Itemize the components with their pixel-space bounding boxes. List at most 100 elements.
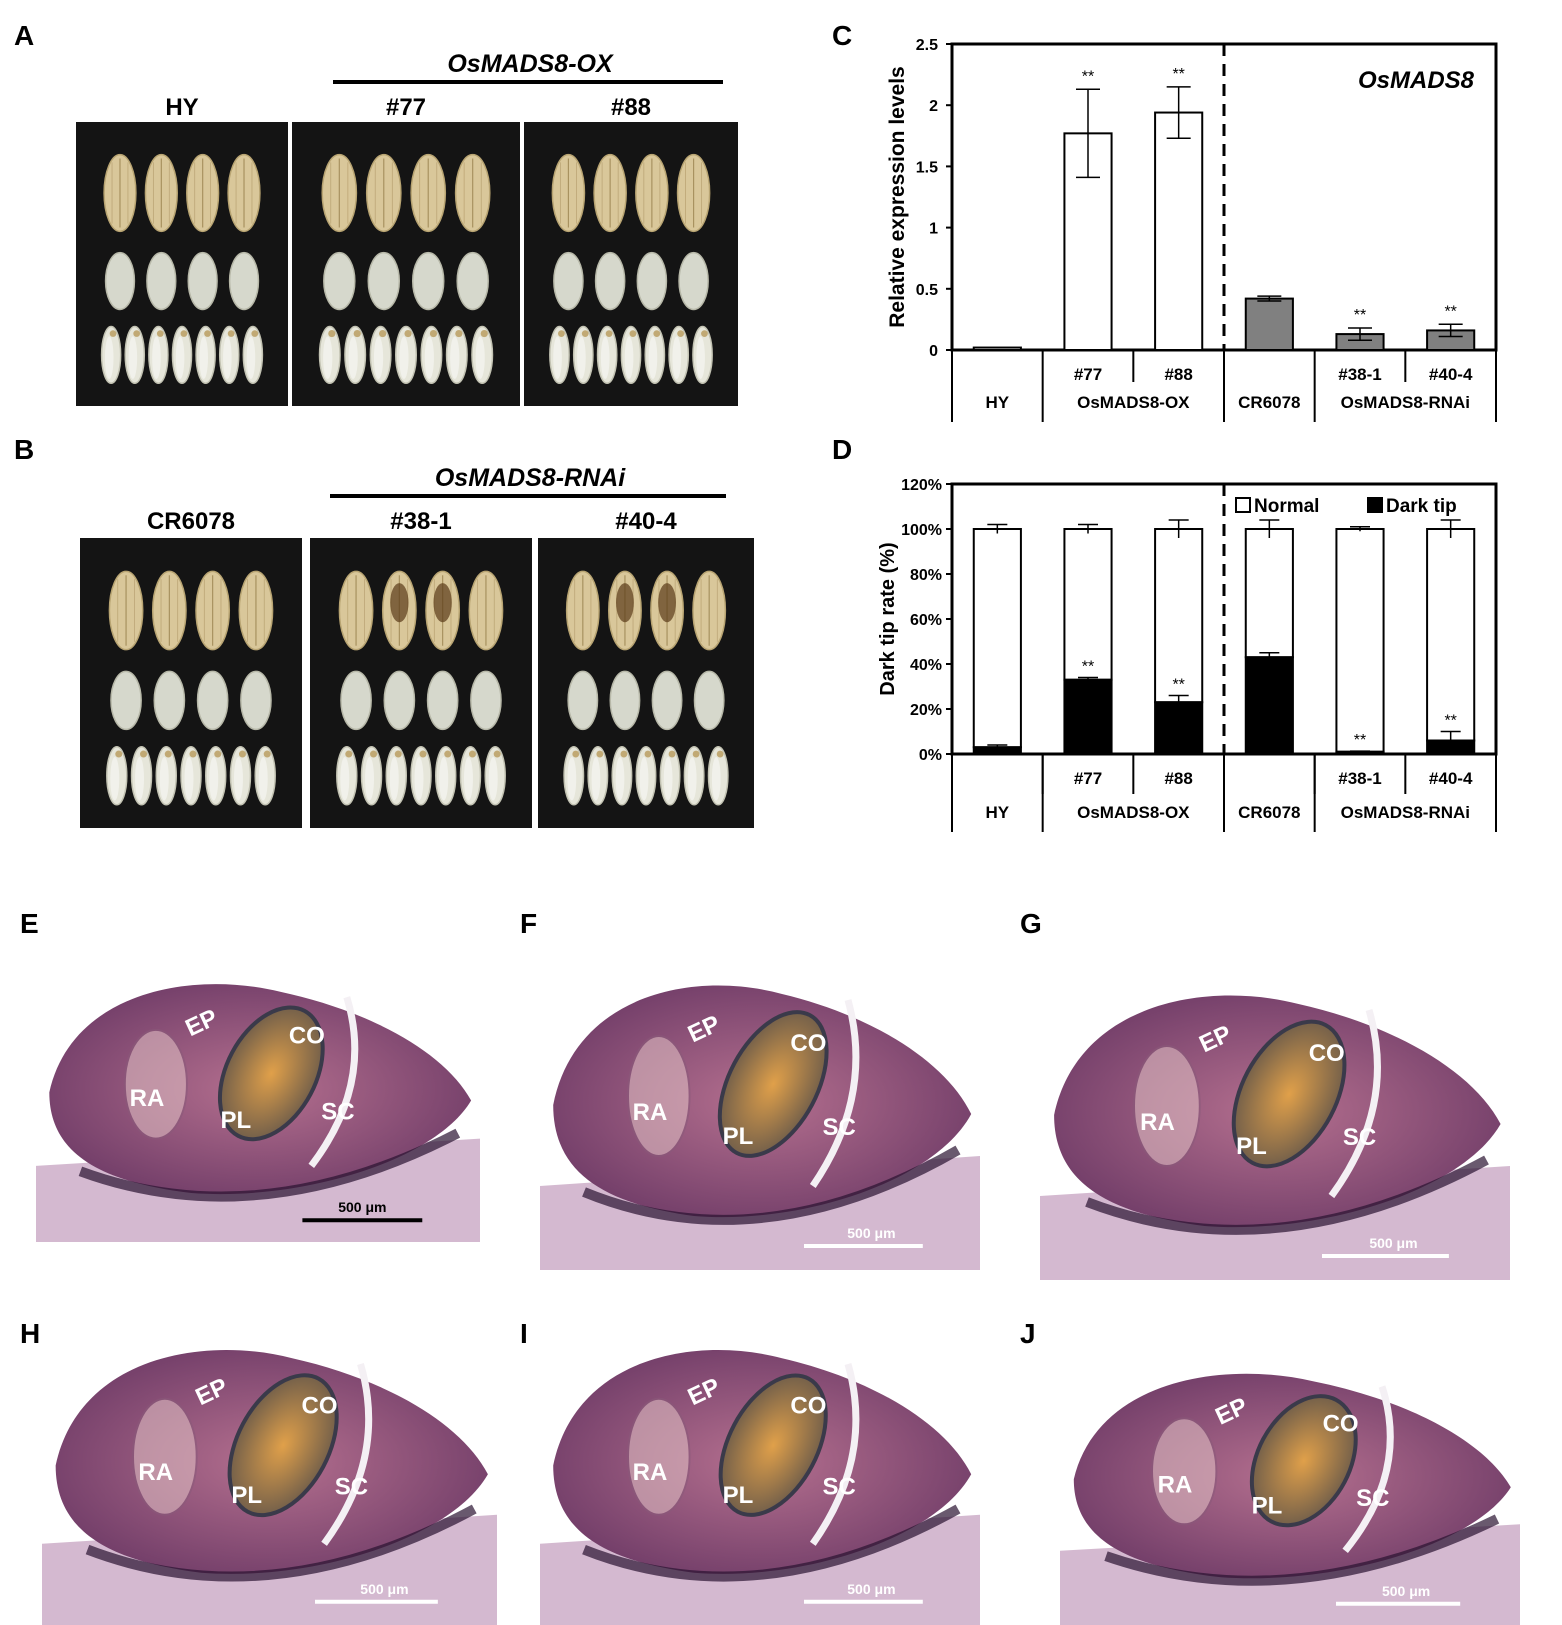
grain-polished [171, 325, 193, 385]
bar [972, 346, 1022, 352]
grain-polished [434, 746, 457, 806]
grain-polished [668, 325, 690, 385]
embryo-section-i: EP CO RA PL SC 500 μm [540, 1335, 980, 1625]
grain-brown [323, 251, 356, 311]
coleoptile [1231, 1019, 1347, 1169]
panel-label-g: G [1020, 908, 1042, 939]
grain-polished [445, 325, 468, 385]
grain-brown [110, 670, 142, 731]
grain-brown [104, 251, 136, 311]
bar-normal [1335, 528, 1385, 753]
tissue-tag-co: CO [790, 1030, 826, 1057]
panel-label-j: J [1020, 1318, 1036, 1349]
dark-tip-stain [658, 583, 676, 623]
grain-brown [470, 670, 502, 731]
tissue-tag-ra: RA [1140, 1109, 1175, 1136]
embryo-section-e: EP CO RA PL SC 500 μm [36, 970, 480, 1242]
grain-brown [693, 670, 725, 731]
tissue-tag-sc: SC [823, 1114, 856, 1141]
radicle [132, 1397, 198, 1516]
y-tick-label: 1.5 [916, 159, 938, 176]
coleoptile [718, 1373, 828, 1517]
grain-photo-cr6078 [80, 538, 302, 828]
tissue-tag-sc: SC [1343, 1124, 1376, 1151]
group-label: CR6078 [1238, 393, 1300, 412]
tissue-tag-sc: SC [1356, 1485, 1389, 1512]
scale-bar-label: 500 μm [847, 1225, 895, 1241]
x-tick-label: #40-4 [1429, 365, 1473, 384]
panel-label-h: H [20, 1318, 41, 1349]
grain-polished [344, 325, 367, 385]
grain-polished [180, 746, 202, 806]
x-tick-label: #88 [1164, 769, 1192, 788]
radicle [627, 1035, 691, 1157]
x-tick-label: #40-4 [1429, 769, 1473, 788]
group-label: OsMADS8-OX [1077, 803, 1190, 822]
grain-polished [659, 746, 681, 806]
legend-swatch-normal [1235, 497, 1251, 513]
y-tick-label: 100% [901, 522, 942, 539]
grain-photo-rnai-40-4 [538, 538, 754, 828]
grain-polished [360, 746, 383, 806]
dark-tip-stain [616, 583, 634, 623]
grain-brown [153, 670, 186, 731]
grain-brown [456, 251, 489, 311]
grain-polished [218, 325, 240, 385]
grain-brown [411, 251, 445, 311]
significance-mark: ** [1444, 303, 1456, 320]
panel-b-group-line [330, 494, 726, 498]
grain-polished [692, 325, 713, 385]
grain-polished [635, 746, 657, 806]
grain-photo-hy [76, 122, 288, 406]
significance-mark: ** [1082, 68, 1094, 85]
y-axis-label: Dark tip rate (%) [877, 542, 899, 695]
tissue-tag-pl: PL [220, 1107, 251, 1134]
grain-polished [394, 325, 418, 385]
grain-polished [611, 746, 633, 806]
grain-photo-ox-77 [292, 122, 520, 406]
panel-b-photo-title-1: CR6078 [146, 508, 236, 535]
scale-bar-label: 500 μm [338, 1199, 386, 1215]
scale-bar-label: 500 μm [1382, 1583, 1430, 1599]
grain-polished [707, 746, 729, 806]
significance-mark: ** [1444, 713, 1456, 730]
bar [1063, 132, 1113, 351]
significance-mark: ** [1354, 307, 1366, 324]
grain-brown [594, 251, 626, 311]
bar-dark-tip [1063, 678, 1113, 755]
grain-polished [242, 325, 264, 385]
grain-brown [187, 251, 218, 311]
y-tick-label: 120% [901, 477, 942, 494]
panel-a-photo-title-3: #88 [610, 94, 652, 121]
chart-title: OsMADS8 [1358, 67, 1475, 94]
grain-polished [563, 746, 585, 806]
tissue-tag-ra: RA [633, 1099, 668, 1126]
embryo-section-f: EP CO RA PL SC 500 μm [540, 970, 980, 1270]
group-label: HY [986, 393, 1010, 412]
grain-polished [572, 325, 594, 385]
y-tick-label: 0% [919, 747, 942, 764]
grain-polished [410, 746, 432, 806]
y-axis-label: Relative expression levels [886, 66, 909, 328]
tissue-tag-co: CO [302, 1392, 338, 1419]
tissue-tag-sc: SC [321, 1099, 354, 1126]
tissue-tag-ra: RA [633, 1459, 668, 1486]
dark-tip-chart: Dark tip rate (%) 0% 20% 40% 60% 80% 100% 120% N… [877, 477, 1498, 832]
grain-brown [636, 251, 668, 311]
bar-dark-tip [1154, 701, 1204, 755]
bar-dark-tip [1426, 739, 1476, 755]
panel-b-group-title: OsMADS8-RNAi [434, 464, 626, 492]
bar-normal [1063, 528, 1113, 681]
bar [1154, 111, 1204, 351]
bar-normal [972, 528, 1022, 749]
bar-dark-tip [1335, 750, 1385, 755]
grain-brown [567, 670, 599, 731]
y-tick-label: 0 [929, 343, 938, 360]
scale-bar-label: 500 μm [1369, 1235, 1417, 1251]
panel-label-e: E [20, 908, 39, 939]
tissue-tag-ra: RA [1158, 1472, 1193, 1499]
grain-brown [678, 251, 709, 311]
tissue-tag-pl: PL [231, 1482, 262, 1509]
tissue-tag-ra: RA [138, 1459, 173, 1486]
radicle [1133, 1045, 1201, 1167]
